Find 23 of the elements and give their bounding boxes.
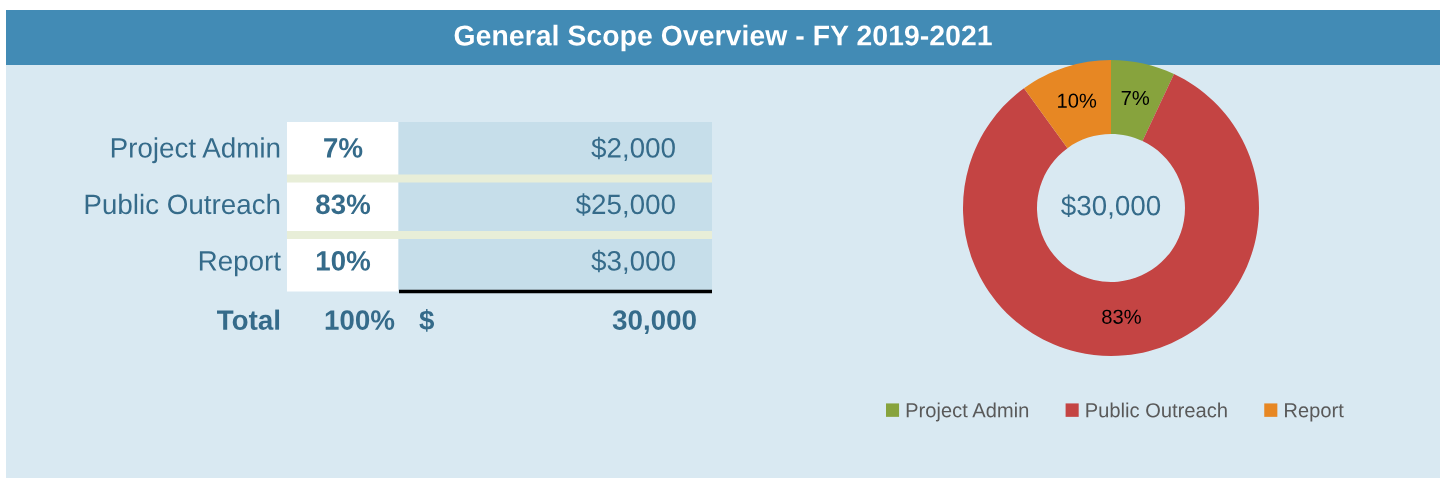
text: $3,000	[591, 249, 675, 274]
text: $25,000	[575, 193, 675, 218]
text: Total	[217, 309, 280, 330]
text: $ 30,000	[419, 309, 696, 334]
legend-label: Report	[1285, 403, 1344, 422]
category-label: Report	[199, 251, 281, 277]
category-label: Public Outreach	[85, 193, 280, 215]
donut-slice	[1024, 60, 1111, 149]
legend-label: Project Admin	[906, 402, 1029, 422]
text: $30,000	[1061, 194, 1161, 219]
donut-slice	[963, 74, 1259, 356]
text: 10%	[316, 251, 371, 271]
data-label: 83%	[1102, 309, 1141, 324]
text: 7%	[324, 138, 363, 158]
text: $2,000	[591, 136, 675, 161]
data-label: 7%	[1121, 90, 1150, 105]
text: General Scope Overview - FY 2019-2021	[454, 24, 992, 52]
donut-slice	[1111, 60, 1175, 142]
category-label: Project Admin	[111, 137, 280, 164]
text: 83%	[316, 194, 371, 215]
text: 100%	[325, 310, 395, 330]
data-label: 10%	[1058, 93, 1097, 108]
legend-label: Public Outreach	[1086, 402, 1227, 418]
